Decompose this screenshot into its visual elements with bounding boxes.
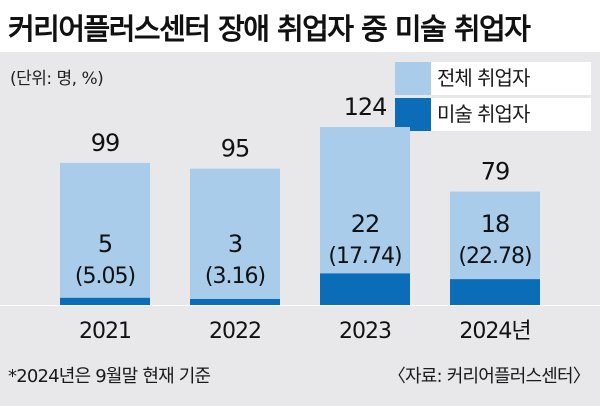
label-percent-1: (3.16) bbox=[205, 264, 265, 289]
label-percent-3: (22.78) bbox=[458, 244, 531, 269]
label-total-1: 95 bbox=[221, 135, 250, 163]
legend-item-total: 전체 취업자 bbox=[395, 62, 591, 95]
label-total-0: 99 bbox=[91, 129, 120, 157]
tick-label-2: 2023 bbox=[339, 319, 391, 344]
bar-art-1 bbox=[190, 299, 280, 305]
legend-label-total: 전체 취업자 bbox=[431, 62, 591, 95]
bar-art-3 bbox=[450, 279, 540, 305]
source-note: 〈자료: 커리어플러스센터〉 bbox=[387, 366, 591, 387]
label-percent-2: (17.74) bbox=[328, 244, 401, 269]
legend-label-art: 미술 취업자 bbox=[431, 98, 591, 131]
footnote: *2024년은 9월말 현재 기준 bbox=[8, 366, 211, 387]
label-art-0: 5 bbox=[98, 230, 112, 258]
legend-swatch-total bbox=[395, 62, 431, 95]
bar-art-0 bbox=[60, 297, 150, 305]
tick-label-0: 2021 bbox=[79, 319, 131, 344]
bar-art-2 bbox=[320, 273, 410, 305]
legend: 전체 취업자 미술 취업자 bbox=[395, 62, 591, 134]
label-art-1: 3 bbox=[228, 230, 242, 258]
label-percent-0: (5.05) bbox=[75, 264, 135, 289]
tick-label-1: 2022 bbox=[209, 319, 261, 344]
legend-swatch-art bbox=[395, 98, 431, 131]
legend-item-art: 미술 취업자 bbox=[395, 98, 591, 131]
label-art-3: 18 bbox=[481, 210, 510, 238]
label-total-2: 124 bbox=[344, 93, 387, 121]
chart-title: 커리어플러스센터 장애 취업자 중 미술 취업자 bbox=[8, 12, 531, 46]
tick-label-3: 2024년 bbox=[459, 319, 530, 344]
label-art-2: 22 bbox=[351, 210, 380, 238]
unit-label: (단위: 명, %) bbox=[10, 69, 104, 89]
label-total-3: 79 bbox=[481, 158, 510, 186]
bar-total-0 bbox=[60, 162, 150, 305]
bar-total-1 bbox=[190, 168, 280, 305]
